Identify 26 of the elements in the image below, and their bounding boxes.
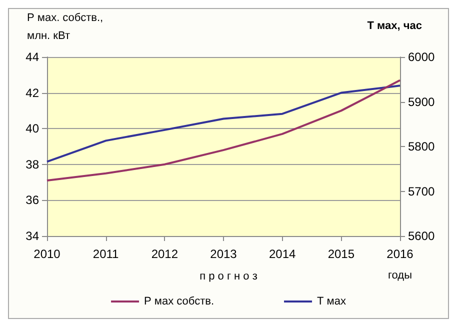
legend-label: Р мах собств. [144, 296, 214, 308]
y-tick-label: 40 [26, 122, 40, 136]
y-tick-label: 38 [26, 157, 40, 172]
y2-tick-label: 5800 [408, 140, 436, 154]
text: п р о г н о з [200, 270, 258, 282]
x-tick-label: 2012 [151, 247, 178, 261]
y-tick-label: 42 [26, 86, 40, 100]
x-tick-label: 2013 [210, 247, 238, 261]
y-tick-label: 44 [26, 50, 40, 64]
x-tick-label: 2016 [386, 247, 414, 261]
y-tick-label: 36 [26, 193, 40, 208]
x-axis-title: годы [388, 270, 412, 282]
y2-axis-title: Т мах, час [367, 20, 422, 32]
y-axis-title: Р мах. собств., млн. кВт [27, 12, 104, 42]
x-tick-label: 2011 [92, 247, 120, 261]
x-tick-label: 2010 [34, 247, 61, 261]
y2-tick-label: 5900 [408, 94, 436, 109]
line-series [46, 79, 401, 182]
line-series [46, 84, 401, 163]
y2-tick-label: 5600 [408, 229, 436, 243]
y-tick-label: 34 [26, 229, 40, 243]
legend-label: Т мах [317, 296, 346, 308]
y2-tick-label: 5700 [408, 184, 436, 198]
x-tick-label: 2015 [328, 247, 355, 261]
x-tick-label: 2014 [268, 247, 296, 261]
y2-tick-label: 6000 [408, 50, 436, 64]
